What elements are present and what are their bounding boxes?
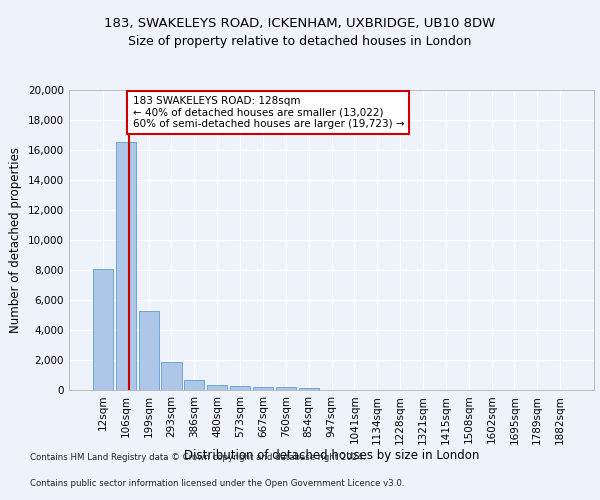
Text: Size of property relative to detached houses in London: Size of property relative to detached ho… bbox=[128, 35, 472, 48]
Text: 183, SWAKELEYS ROAD, ICKENHAM, UXBRIDGE, UB10 8DW: 183, SWAKELEYS ROAD, ICKENHAM, UXBRIDGE,… bbox=[104, 18, 496, 30]
Bar bbox=[299, 388, 319, 390]
Text: 183 SWAKELEYS ROAD: 128sqm
← 40% of detached houses are smaller (13,022)
60% of : 183 SWAKELEYS ROAD: 128sqm ← 40% of deta… bbox=[133, 96, 404, 129]
X-axis label: Distribution of detached houses by size in London: Distribution of detached houses by size … bbox=[184, 449, 479, 462]
Bar bbox=[276, 388, 296, 390]
Bar bbox=[207, 385, 227, 390]
Bar bbox=[93, 268, 113, 390]
Y-axis label: Number of detached properties: Number of detached properties bbox=[10, 147, 22, 333]
Bar bbox=[116, 142, 136, 390]
Bar bbox=[230, 386, 250, 390]
Bar bbox=[139, 310, 158, 390]
Text: Contains public sector information licensed under the Open Government Licence v3: Contains public sector information licen… bbox=[30, 478, 404, 488]
Bar bbox=[161, 362, 182, 390]
Bar bbox=[253, 387, 273, 390]
Bar bbox=[184, 380, 205, 390]
Text: Contains HM Land Registry data © Crown copyright and database right 2024.: Contains HM Land Registry data © Crown c… bbox=[30, 454, 365, 462]
